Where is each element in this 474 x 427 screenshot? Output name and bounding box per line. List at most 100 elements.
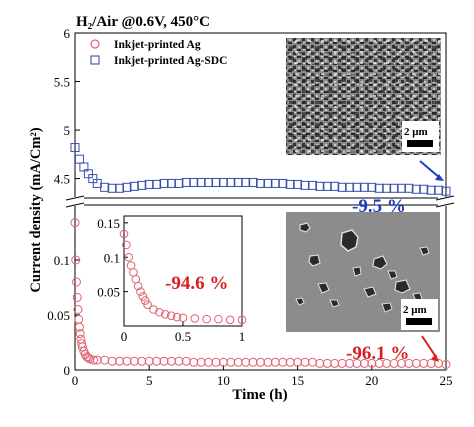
data-point-agsdc: [426, 185, 436, 195]
data-point-ag: [382, 358, 392, 368]
inset-data-point: [214, 314, 223, 324]
data-point-ag: [293, 357, 303, 367]
data-point-agsdc: [352, 182, 362, 192]
inset-data-point: [122, 240, 131, 250]
data-point-agsdc: [359, 182, 369, 192]
y-tick-label-upper: 6: [64, 26, 71, 41]
data-point-ag: [73, 305, 83, 314]
data-point-agsdc: [233, 177, 243, 187]
inset-data-point: [149, 305, 158, 314]
data-point-ag: [352, 358, 362, 368]
data-point-ag: [129, 356, 139, 366]
data-point-agsdc: [367, 182, 377, 192]
data-point-ag: [404, 358, 414, 368]
axis-break-right: [435, 195, 455, 208]
data-point-agsdc: [196, 177, 206, 187]
data-point-ag: [204, 357, 214, 367]
y-axis-label: Current density (mA/Cm²): [28, 127, 44, 292]
data-point-agsdc: [256, 178, 265, 188]
data-point-agsdc: [419, 184, 429, 194]
data-point-agsdc: [144, 179, 154, 189]
inset-x-tick-label: 0.5: [175, 329, 191, 344]
data-point-agsdc: [248, 177, 258, 187]
data-point-ag: [315, 358, 325, 368]
data-point-agsdc: [129, 181, 139, 191]
data-point-agsdc: [100, 182, 110, 192]
inset-data-point: [143, 300, 152, 309]
y-tick-label-lower: 0.05: [47, 308, 70, 323]
data-point-ag: [411, 358, 421, 368]
arrow-to-ag: [421, 335, 439, 362]
y-tick-label-upper: 5: [64, 123, 71, 138]
data-point-agsdc: [122, 182, 132, 192]
data-point-ag: [196, 357, 206, 367]
data-point-agsdc: [382, 183, 392, 193]
data-point-ag: [71, 277, 81, 287]
data-point-agsdc: [181, 177, 191, 187]
data-point-ag: [256, 357, 265, 367]
inset-data-point: [119, 229, 129, 239]
data-point-ag: [389, 358, 399, 368]
data-point-agsdc: [315, 181, 325, 191]
data-point-ag: [89, 355, 99, 365]
inset-data-point: [166, 311, 176, 320]
data-point-ag: [226, 357, 236, 367]
x-tick-label: 15: [291, 373, 304, 388]
data-point-ag: [71, 255, 81, 265]
x-tick-label: 10: [217, 373, 230, 388]
data-point-ag: [248, 357, 258, 367]
data-point-agsdc: [330, 181, 340, 191]
data-point-agsdc: [70, 143, 80, 153]
data-point-ag: [278, 357, 288, 367]
data-point-agsdc: [226, 177, 236, 187]
data-point-ag: [189, 357, 199, 367]
inset-data-point: [190, 314, 200, 323]
data-point-agsdc: [166, 178, 176, 188]
data-point-agsdc: [307, 180, 317, 190]
data-point-agsdc: [322, 181, 332, 191]
legend-marker-ag: [90, 39, 100, 49]
inset-plot-area: [123, 215, 243, 327]
chart-title: H₂/Air @0.6V, 450°C: [76, 14, 210, 30]
data-point-ag: [263, 357, 273, 367]
data-point-ag: [441, 360, 451, 369]
data-point-ag: [367, 358, 377, 368]
arrow-to-agsdc: [419, 160, 444, 181]
data-point-agsdc: [285, 179, 295, 189]
data-point-ag: [92, 355, 102, 365]
data-point-ag: [396, 358, 406, 368]
inset-data-point: [225, 315, 235, 325]
data-point-agsdc: [107, 183, 117, 193]
scale-bar-bottom: [406, 318, 432, 325]
data-point-ag: [174, 356, 184, 366]
data-point-ag: [345, 358, 355, 368]
data-point-ag: [285, 357, 295, 367]
data-point-ag: [419, 358, 429, 368]
x-tick-label: 25: [440, 373, 453, 388]
data-point-ag: [233, 357, 243, 367]
data-point-ag: [337, 358, 347, 368]
data-point-ag: [270, 357, 280, 367]
data-point-ag: [166, 356, 176, 366]
inset-chart: 0 0.5 1 0.05 0.1 0.15 -94.6 %: [97, 215, 247, 344]
data-point-ag: [70, 218, 80, 228]
inset-annotation: -94.6 %: [165, 273, 228, 294]
data-point-agsdc: [270, 178, 280, 188]
data-point-ag: [77, 342, 87, 352]
inset-data-point: [161, 310, 170, 319]
data-point-ag: [122, 356, 132, 366]
data-point-ag: [152, 356, 162, 366]
x-tick-label: 0: [72, 373, 79, 388]
data-point-agsdc: [293, 179, 303, 189]
data-point-agsdc: [404, 183, 414, 193]
data-point-agsdc: [263, 178, 273, 188]
inset-y-tick-label: 0.05: [97, 285, 120, 300]
data-point-ag: [115, 356, 125, 366]
inset-data-point: [138, 292, 148, 301]
data-point-ag: [426, 358, 436, 368]
data-point-agsdc: [441, 186, 451, 196]
data-point-agsdc: [115, 183, 125, 193]
data-point-agsdc: [241, 177, 251, 187]
